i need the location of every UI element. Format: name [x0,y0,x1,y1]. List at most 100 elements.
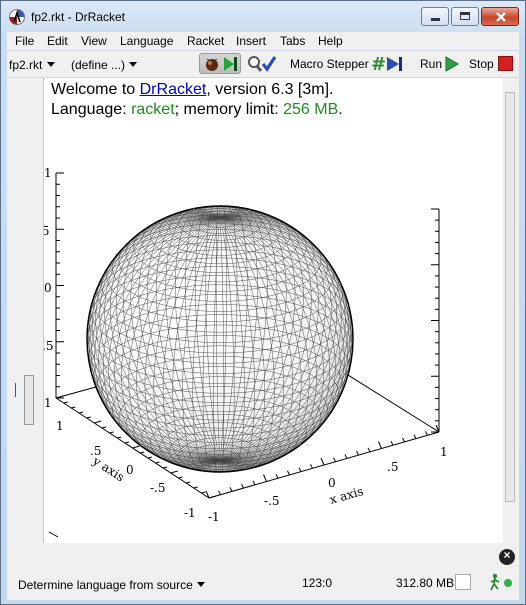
debug-bug-icon [206,58,218,71]
menu-view[interactable]: View [81,34,107,48]
close-icon [496,12,506,22]
chevron-down-icon [197,581,206,587]
mesh-line [87,217,221,461]
y-tick-label: -1 [184,506,196,520]
axis-tick [425,431,428,436]
mesh-line [103,217,221,464]
axis-tick [344,454,348,459]
axis-tick [86,416,91,419]
z-tick-label: -.5 [44,339,54,353]
mesh-line [219,206,227,461]
debug-button[interactable] [199,53,241,74]
drracket-link[interactable]: DrRacket [139,81,207,98]
axis-tick [205,490,210,499]
memory-usage[interactable]: 312.80 MB [396,576,455,590]
vertical-scrollbar[interactable] [503,78,519,543]
mesh-line [91,217,221,462]
status-online-icon [504,579,512,587]
welcome-suffix: , version 6.3 [3m]. [206,81,334,98]
mesh-line [108,217,221,465]
svg-text:#: # [371,54,386,74]
stop-button[interactable]: Stop [469,57,494,71]
axis-tick [201,491,206,494]
toolbar: fp2.rkt (define ...) Macro Stepper # Run [7,51,519,78]
menu-language[interactable]: Language [120,34,174,48]
axis-tick [252,480,256,486]
axis-tick [229,487,233,492]
axis-tick [356,450,359,456]
mesh-line [219,217,341,463]
maximize-button[interactable] [451,7,479,26]
mesh-line [219,217,353,461]
step-forward-icon [224,57,237,71]
axis-tick [402,437,405,443]
axis-tick [390,440,394,446]
define-dropdown[interactable]: (define ...) [71,56,138,74]
memory-limit-value: 256 MB [283,101,339,118]
close-panel-button[interactable]: × [499,548,515,565]
mesh-line [219,216,349,461]
minimize-button[interactable] [421,7,449,26]
repl-editor[interactable]: Welcome to DrRacket, version 6.3 [3m]. L… [43,78,504,543]
plot3d-sphere: 1 .5 0 -.5 -1 1 .5 0 -.5 -1 -1 -.5 0 .5 … [44,166,448,538]
run-icon[interactable] [445,56,459,72]
menu-help[interactable]: Help [318,34,343,48]
axis-tick [101,426,107,429]
left-panel [7,78,35,543]
axis-tick [435,424,440,433]
macro-stepper-button[interactable]: Macro Stepper [290,57,369,71]
language-mid: ; memory limit: [174,101,284,118]
x-tick-label: 1 [440,445,448,459]
close-icon: × [503,548,511,562]
status-bar: × Determine language from source 123:0 3… [7,543,519,600]
stop-icon[interactable] [498,56,513,71]
axis-tick [241,483,244,489]
language-name: racket [131,101,175,118]
mesh-line [92,216,221,461]
language-selector[interactable]: Determine language from source [18,576,206,594]
mesh-line [94,217,221,463]
axis-tick [71,406,76,409]
y-axis-label: y axis [90,453,127,484]
mesh-line [219,217,235,472]
mesh-line [219,213,332,461]
axis-tick [63,401,68,404]
axis-tick [208,495,217,499]
language-line: Language: racket; memory limit: 256 MB. [51,101,343,119]
axis-tick [117,436,122,439]
axis-tick [378,441,382,449]
splitter-handle[interactable] [15,383,16,397]
x-tick-label: -1 [208,510,220,524]
macro-stepper-icon[interactable]: # [371,54,407,74]
run-button[interactable]: Run [420,57,443,71]
maximize-icon [460,12,470,20]
axis-tick [193,486,198,489]
menu-tabs[interactable]: Tabs [280,34,306,48]
menu-edit[interactable]: Edit [47,34,68,48]
left-scroll-thumb[interactable] [24,375,34,425]
menu-file[interactable]: File [15,34,35,48]
mesh-line [213,217,221,472]
file-dropdown[interactable]: fp2.rkt [9,56,55,74]
axis-tick [333,457,336,462]
axis-tick [263,474,267,482]
check-syntax-icon[interactable] [247,54,277,74]
menu-insert[interactable]: Insert [236,34,267,48]
plot-tick-marks [55,172,440,499]
define-menu-label: (define ...) [71,58,126,72]
close-window-button[interactable] [481,7,519,26]
x-tick-label: -.5 [264,494,280,508]
file-name-label: fp2.rkt [9,58,43,72]
axis-tick [413,434,417,439]
menu-racket[interactable]: Racket [187,34,225,48]
axis-tick [147,456,152,459]
sphere-outline [86,205,354,473]
axis-tick [155,461,160,464]
x-tick-label: .5 [387,460,398,474]
language-selector-label: Determine language from source [18,578,193,592]
mesh-line [219,206,238,461]
gc-indicator [455,574,471,590]
sphere-surface [87,206,353,472]
axis-tick [94,420,102,424]
scroll-track[interactable] [505,92,515,502]
